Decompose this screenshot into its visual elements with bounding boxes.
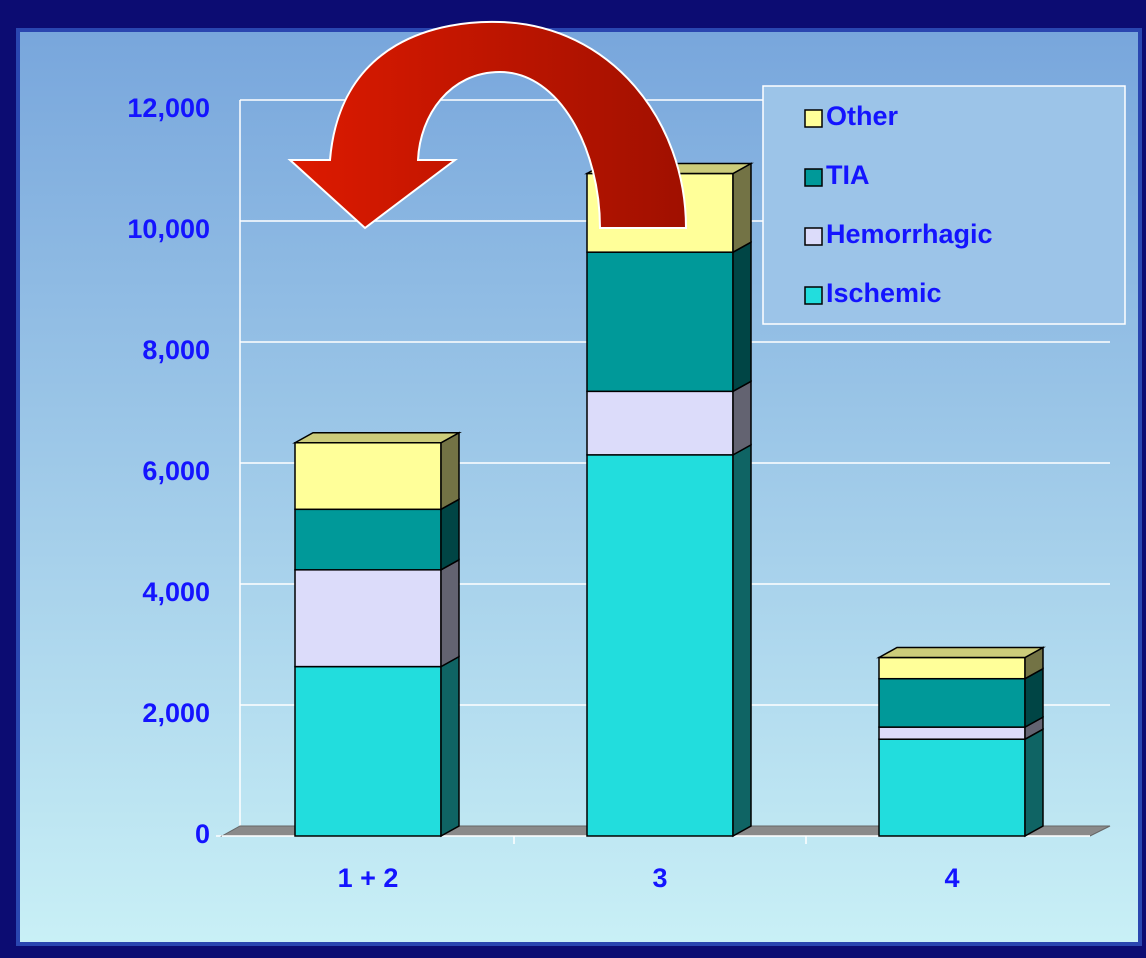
y-tick-label: 12,000 <box>127 93 210 123</box>
y-tick-label: 2,000 <box>142 698 210 728</box>
y-tick-label: 4,000 <box>142 577 210 607</box>
bar-side-shade <box>441 432 459 510</box>
legend-swatch <box>804 227 823 246</box>
bar-segment <box>586 390 734 456</box>
bar-segment <box>586 454 734 837</box>
bar-segment <box>878 656 1026 680</box>
bar-side-shade <box>733 444 751 836</box>
y-tick-label: 6,000 <box>142 456 210 486</box>
bar-segment <box>294 508 442 571</box>
bar-top <box>292 432 462 444</box>
bar-side-shade <box>1025 729 1043 836</box>
bar-side-shade <box>441 499 459 570</box>
bar-top-shade <box>295 432 459 443</box>
legend-swatch <box>804 109 823 128</box>
legend-label: Hemorrhagic <box>826 219 993 249</box>
bar-segment <box>878 738 1026 837</box>
x-tick-label: 1 + 2 <box>338 863 399 893</box>
x-tick-label: 3 <box>652 863 667 893</box>
legend-label: Ischemic <box>826 278 942 308</box>
y-tick-label: 10,000 <box>127 214 210 244</box>
bar-segment <box>878 726 1026 740</box>
bar-side-shade <box>733 163 751 253</box>
y-tick-label: 8,000 <box>142 335 210 365</box>
bar-side-shade <box>1025 668 1043 728</box>
bar-segment <box>586 251 734 393</box>
bar-segment <box>294 442 442 511</box>
legend-label: Other <box>826 101 899 131</box>
bar-side-shade <box>733 242 751 392</box>
bar-segment <box>294 569 442 668</box>
legend-label: TIA <box>826 160 870 190</box>
bar-top <box>876 646 1046 659</box>
y-tick-label: 0 <box>195 819 210 849</box>
legend: Ischemic Hemorrhagic TIA Other <box>762 85 1126 325</box>
bar-side-shade <box>733 381 751 455</box>
legend-swatch <box>804 168 823 187</box>
curved-arrow <box>287 20 688 230</box>
bar-segment <box>878 677 1026 728</box>
legend-swatch <box>804 286 823 305</box>
bar-top-shade <box>879 647 1043 658</box>
bar-side-shade <box>1025 717 1043 740</box>
x-tick-label: 4 <box>944 863 959 893</box>
bar-side-shade <box>441 656 459 836</box>
bar-segment <box>294 665 442 837</box>
bar-side-shade <box>441 559 459 667</box>
legend-box <box>762 85 1126 325</box>
